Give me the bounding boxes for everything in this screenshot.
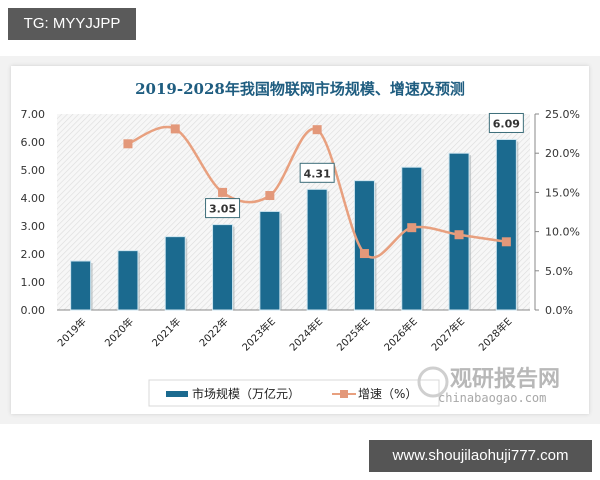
line-marker <box>501 237 511 247</box>
bar <box>401 166 423 311</box>
left-axis-tick: 5.00 <box>21 164 46 177</box>
bar <box>259 210 281 311</box>
right-axis-tick: 5.0% <box>545 265 573 278</box>
left-axis-tick: 0.00 <box>21 304 46 317</box>
category-label: 2022年 <box>196 315 230 349</box>
bar <box>117 250 139 311</box>
bar <box>306 188 328 311</box>
left-axis-tick: 4.00 <box>21 192 46 205</box>
data-label: 6.09 <box>493 117 520 130</box>
bar-series <box>70 138 519 311</box>
bar <box>353 180 375 311</box>
chart-title: 2019-2028年我国物联网市场规模、增速及预测 <box>135 80 465 98</box>
legend: 市场规模（万亿元） 增速（%） <box>148 379 440 407</box>
category-label: 2024年E <box>287 315 326 354</box>
growth-line-series <box>123 124 511 259</box>
legend-bar-label: 市场规模（万亿元） <box>192 386 300 401</box>
bar <box>212 224 234 311</box>
category-label: 2027年E <box>428 315 467 354</box>
category-labels: 2019年 2020年 2021年 2022年 2023年E 2024年E 2025年E 20… <box>55 315 515 354</box>
data-label: 3.05 <box>209 203 236 216</box>
line-marker <box>359 249 369 259</box>
line-marker <box>218 187 228 197</box>
category-label: 2025年E <box>334 315 373 354</box>
left-axis-tick: 6.00 <box>21 136 46 149</box>
line-marker <box>265 191 275 201</box>
bar <box>495 138 517 311</box>
right-axis-tick: 15.0% <box>545 186 580 199</box>
data-label-box <box>488 112 524 133</box>
data-label-box <box>205 198 241 219</box>
data-labels: 3.05 4.31 6.09 <box>205 112 524 219</box>
watermark-en: chinabaogao.com <box>438 391 546 405</box>
legend-line-label: 增速（%） <box>358 387 417 401</box>
line-marker <box>454 230 464 240</box>
right-axis-tick: 10.0% <box>545 226 580 239</box>
data-label: 4.31 <box>304 167 331 180</box>
right-axis-tick: 25.0% <box>545 108 580 121</box>
category-label: 2019年 <box>55 315 89 349</box>
left-axis-tick: 3.00 <box>21 220 46 233</box>
category-label: 2023年E <box>239 315 278 354</box>
right-axis-tick: 0.0% <box>545 304 573 317</box>
watermark-logo-icon <box>417 366 449 398</box>
legend-box <box>148 379 440 407</box>
url-badge: www.shoujilaohuji777.com <box>369 440 592 472</box>
left-axis-tick: 2.00 <box>21 248 46 261</box>
left-axis: 0.00 1.00 2.00 3.00 4.00 5.00 6.00 7.00 <box>21 108 46 317</box>
watermark-cn: 观研报告网 <box>450 367 560 392</box>
category-label: 2026年E <box>381 315 420 354</box>
tg-badge: TG: MYYJJPP <box>8 8 136 40</box>
left-axis-tick: 1.00 <box>21 276 46 289</box>
line-marker <box>123 139 133 149</box>
data-label-box <box>299 162 335 183</box>
right-axis: 0.0% 5.0% 10.0% 15.0% 20.0% 25.0% <box>535 108 580 317</box>
line-marker <box>170 124 180 134</box>
legend-line-marker <box>340 390 348 398</box>
category-label: 2028年E <box>476 315 515 354</box>
bar <box>164 236 186 311</box>
left-axis-tick: 7.00 <box>21 108 46 121</box>
right-axis-tick: 20.0% <box>545 147 580 160</box>
legend-bar-swatch <box>166 391 188 397</box>
category-label: 2020年 <box>102 315 136 349</box>
line-marker <box>312 125 322 135</box>
bar <box>70 260 92 311</box>
category-label: 2021年 <box>149 315 183 349</box>
line-marker <box>407 223 417 233</box>
watermark: 观研报告网 chinabaogao.com <box>417 366 560 405</box>
